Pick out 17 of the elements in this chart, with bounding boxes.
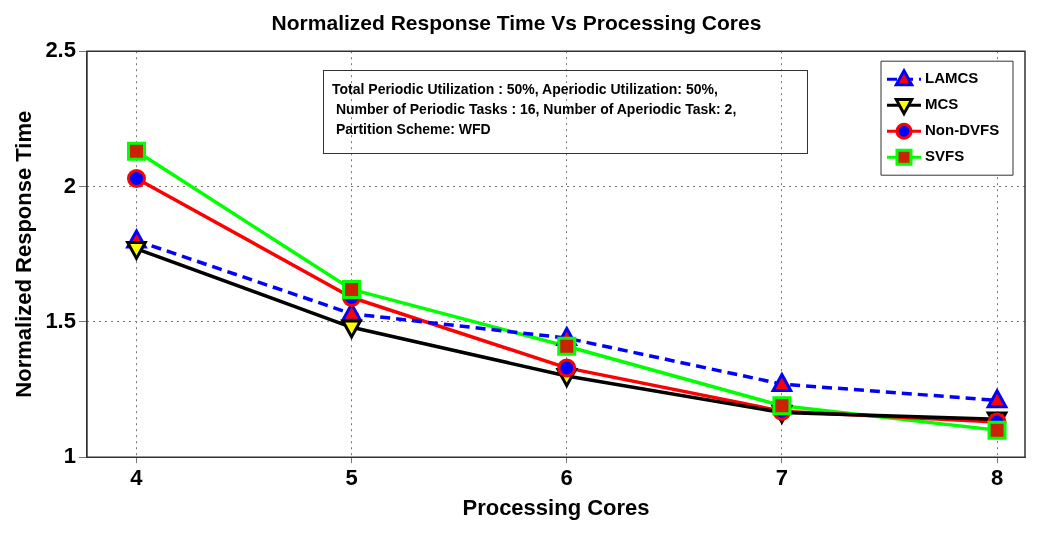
legend-label: LAMCS	[925, 69, 979, 87]
x-axis-title: Processing Cores	[462, 494, 650, 520]
legend-label: Non-DVFS	[925, 121, 1000, 139]
y-tick-label: 1.5	[45, 307, 76, 333]
y-tick-label: 2.5	[45, 37, 76, 63]
y-tick-label: 1	[63, 443, 76, 469]
legend-label: MCS	[925, 95, 959, 113]
x-tick-label: 7	[775, 465, 789, 491]
annotation: Total Periodic Utilization : 50%, Aperiodic Utilization: 50%, Number of Periodic Tasks : 16, Number of Aperiodic Task: 2, Partition Scheme: WFD	[323, 70, 808, 154]
x-tick-label: 4	[130, 465, 144, 491]
y-tick-label: 2	[63, 172, 76, 198]
chart-title: Normalized Response Time Vs Processing Cores	[271, 11, 762, 35]
legend-label: SVFS	[925, 147, 965, 165]
y-axis-title: Normalized Response Time	[11, 110, 37, 398]
x-tick-label: 5	[345, 465, 358, 491]
x-tick-label: 6	[560, 465, 573, 491]
x-tick-label: 8	[990, 465, 1004, 491]
